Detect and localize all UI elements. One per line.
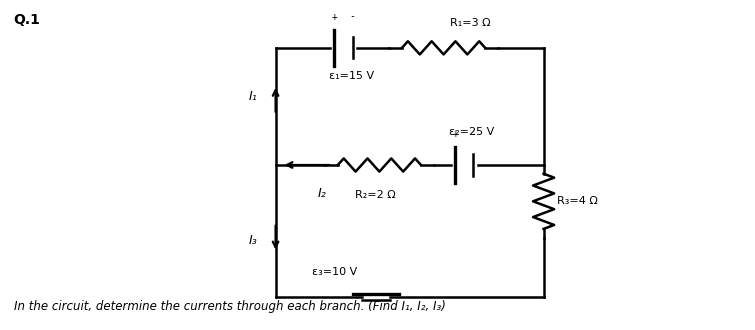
Text: ε₁=15 V: ε₁=15 V bbox=[328, 71, 374, 81]
Text: R₃=4 Ω: R₃=4 Ω bbox=[557, 196, 598, 206]
Text: -: - bbox=[350, 12, 356, 21]
Text: +: + bbox=[331, 12, 337, 21]
Text: Q.1: Q.1 bbox=[14, 13, 41, 27]
Text: ε₂=25 V: ε₂=25 V bbox=[449, 127, 495, 137]
Text: -: - bbox=[470, 129, 476, 139]
Text: I₁: I₁ bbox=[248, 90, 257, 103]
Text: I₃: I₃ bbox=[248, 234, 257, 248]
Text: I₂: I₂ bbox=[318, 186, 327, 200]
Text: R₂=2 Ω: R₂=2 Ω bbox=[356, 190, 396, 200]
Text: +: + bbox=[452, 129, 458, 139]
Text: R₁=3 Ω: R₁=3 Ω bbox=[450, 18, 490, 28]
Text: In the circuit, determine the currents through each branch. (Find I₁, I₂, I₃): In the circuit, determine the currents t… bbox=[14, 300, 445, 314]
Text: ε₃=10 V: ε₃=10 V bbox=[312, 267, 357, 277]
